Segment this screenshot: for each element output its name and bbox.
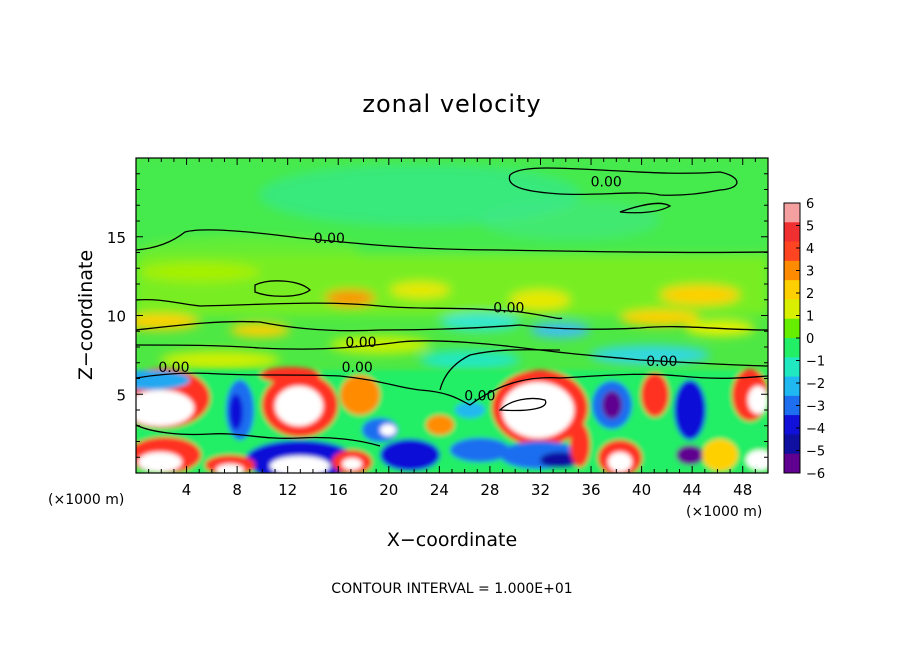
x-unit-right: (×1000 m) xyxy=(686,504,762,520)
tick-marks xyxy=(136,158,768,473)
colorbar-tick-label: −5 xyxy=(806,445,825,460)
colorbar-swatch xyxy=(784,241,800,262)
colorbar-swatch xyxy=(784,453,800,474)
contour-interval-note: CONTOUR INTERVAL = 1.000E+01 xyxy=(331,581,572,597)
contour-label: 0.00 xyxy=(493,300,524,316)
colorbar-tick-label: −6 xyxy=(806,467,825,482)
contour-label: 0.00 xyxy=(314,231,345,247)
x-tick-label: 20 xyxy=(379,481,398,499)
colorbar-tick-label: 0 xyxy=(806,332,814,347)
contour-label: 0.00 xyxy=(158,360,189,376)
colorbar-swatch xyxy=(784,299,800,320)
colorbar-swatch xyxy=(784,415,800,435)
x-tick-label: 36 xyxy=(581,481,600,499)
x-tick-label: 48 xyxy=(733,481,752,499)
y-axis-label: Z−coordinate xyxy=(75,250,97,380)
colorbar-tick-label: 2 xyxy=(806,287,814,302)
chart-title: zonal velocity xyxy=(362,90,541,118)
colorbar-tick-label: −2 xyxy=(806,377,825,392)
x-axis-label: X−coordinate xyxy=(387,529,517,551)
x-tick-label: 28 xyxy=(480,481,499,499)
x-tick-labels: 4 8 12 16 20 24 28 32 36 40 44 48 xyxy=(182,481,752,499)
colorbar-tick-label: 3 xyxy=(806,265,814,280)
x-tick-label: 12 xyxy=(278,481,297,499)
colorbar-swatch xyxy=(784,338,800,358)
colorbar-tick-label: −1 xyxy=(806,355,825,370)
colorbar-ticks: 6 5 4 3 2 1 0 −1 −2 −3 −4 −5 −6 xyxy=(796,197,825,482)
y-tick-label: 5 xyxy=(116,386,126,404)
contour-label: 0.00 xyxy=(464,389,495,405)
y-tick-label: 15 xyxy=(107,229,126,247)
colorbar-swatch xyxy=(784,395,800,416)
contour-label: 0.00 xyxy=(591,174,622,190)
contour-label: 0.00 xyxy=(342,360,373,376)
colorbar-swatch xyxy=(784,357,800,378)
x-tick-label: 8 xyxy=(232,481,242,499)
colorbar-swatch xyxy=(784,318,800,339)
y-tick-labels: 5 10 15 xyxy=(107,229,126,405)
contour-label: 0.00 xyxy=(345,335,376,351)
colorbar-swatch xyxy=(784,280,800,300)
colorbar-tick-label: 5 xyxy=(806,220,814,235)
x-tick-label: 24 xyxy=(430,481,449,499)
x-tick-label: 32 xyxy=(531,481,550,499)
x-tick-label: 4 xyxy=(182,481,192,499)
colorbar-swatch xyxy=(784,376,800,397)
contour-labels: 0.00 0.00 0.00 0.00 0.00 0.00 0.00 0.00 xyxy=(158,174,677,404)
colorbar-tick-label: 4 xyxy=(806,242,814,257)
colorbar-tick-label: 1 xyxy=(806,310,814,325)
colorbar-swatch xyxy=(784,260,800,281)
colorbar-swatch xyxy=(784,222,800,243)
x-tick-label: 40 xyxy=(632,481,651,499)
contour-label: 0.00 xyxy=(646,354,677,370)
colorbar-swatch xyxy=(784,203,800,223)
colorbar-tick-label: −4 xyxy=(806,422,825,437)
x-tick-label: 44 xyxy=(683,481,702,499)
colorbar xyxy=(783,202,801,474)
y-tick-label: 10 xyxy=(107,308,126,326)
colorbar-tick-label: 6 xyxy=(806,197,814,212)
x-unit-left: (×1000 m) xyxy=(48,492,124,508)
colorbar-tick-label: −3 xyxy=(806,400,825,415)
x-tick-label: 16 xyxy=(329,481,348,499)
heatmap-field xyxy=(136,158,768,473)
colorbar-swatch xyxy=(784,434,800,455)
